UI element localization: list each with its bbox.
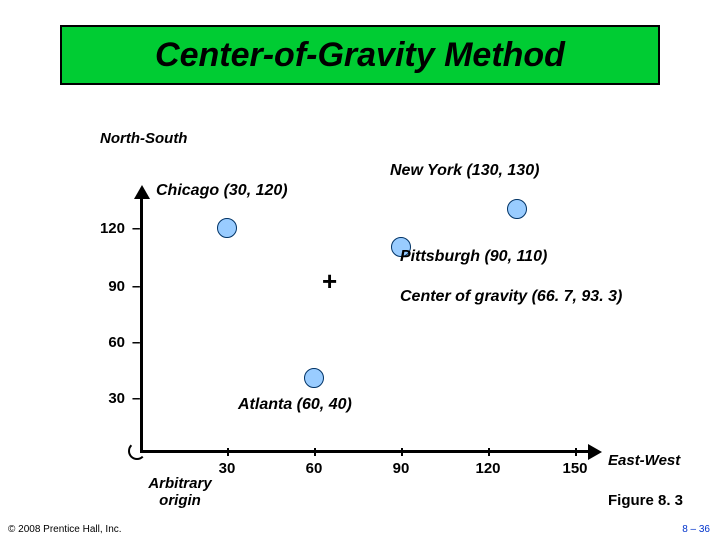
x-tick-label-120: 120 bbox=[473, 460, 503, 477]
axis-label-north-south: North-South bbox=[100, 130, 187, 147]
city-dot-new-york bbox=[507, 199, 527, 219]
x-tick-label-60: 60 bbox=[299, 460, 329, 477]
x-tick-label-150: 150 bbox=[560, 460, 590, 477]
city-label-new-york: New York (130, 130) bbox=[390, 162, 539, 180]
center-of-gravity-label: Center of gravity (66. 7, 93. 3) bbox=[400, 288, 622, 306]
x-tick-120 bbox=[488, 448, 490, 456]
page-title: Center-of-Gravity Method bbox=[155, 36, 565, 75]
y-tick-dash-120: – bbox=[132, 220, 140, 237]
city-dot-atlanta bbox=[304, 368, 324, 388]
y-axis-line bbox=[140, 195, 143, 452]
x-tick-90 bbox=[401, 448, 403, 456]
y-tick-label-60: 60 bbox=[90, 334, 125, 351]
x-tick-label-90: 90 bbox=[386, 460, 416, 477]
x-tick-150 bbox=[575, 448, 577, 456]
city-label-chicago: Chicago (30, 120) bbox=[156, 182, 288, 200]
y-tick-dash-60: – bbox=[132, 334, 140, 351]
origin-label: Arbitrary origin bbox=[140, 475, 220, 509]
title-box: Center-of-Gravity Method bbox=[60, 25, 660, 85]
x-axis-arrow bbox=[588, 444, 602, 460]
city-label-pittsburgh: Pittsburgh (90, 110) bbox=[400, 248, 547, 266]
y-tick-dash-90: – bbox=[132, 278, 140, 295]
y-tick-label-90: 90 bbox=[90, 278, 125, 295]
origin-arc bbox=[128, 442, 146, 460]
y-tick-dash-30: – bbox=[132, 390, 140, 407]
copyright-text: © 2008 Prentice Hall, Inc. bbox=[8, 524, 122, 535]
city-dot-chicago bbox=[217, 218, 237, 238]
page-number: 8 – 36 bbox=[682, 524, 710, 535]
center-of-gravity-mark: + bbox=[322, 266, 337, 297]
x-tick-30 bbox=[227, 448, 229, 456]
x-axis-line bbox=[140, 450, 590, 453]
axis-label-east-west: East-West bbox=[608, 452, 680, 469]
y-tick-label-120: 120 bbox=[90, 220, 125, 237]
x-tick-60 bbox=[314, 448, 316, 456]
y-tick-label-30: 30 bbox=[90, 390, 125, 407]
city-label-atlanta: Atlanta (60, 40) bbox=[238, 396, 352, 414]
y-axis-arrow bbox=[134, 185, 150, 199]
figure-reference: Figure 8. 3 bbox=[608, 492, 683, 509]
